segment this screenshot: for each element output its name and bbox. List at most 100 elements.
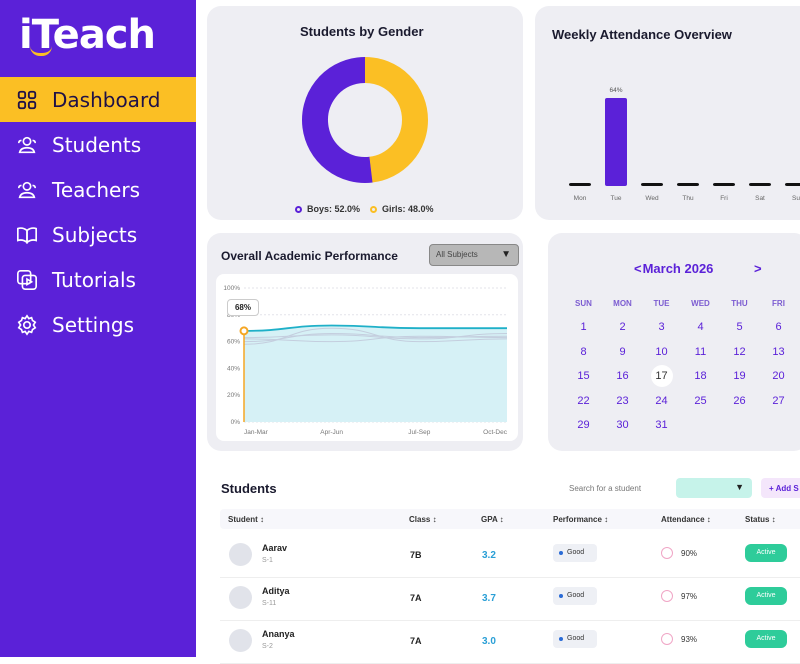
sidebar-item-label: Tutorials: [52, 267, 136, 292]
subject-filter-value: All Subjects: [436, 250, 478, 259]
attendance-bar: [713, 183, 735, 186]
attendance-ring-icon: [661, 590, 673, 602]
calendar-day[interactable]: 27: [772, 394, 785, 407]
perf-area-fill: [244, 325, 507, 422]
perf-main-series-line: [243, 324, 507, 332]
student-search-input[interactable]: Search for a student: [569, 484, 642, 493]
attendance-value: 90%: [681, 549, 698, 558]
calendar-day[interactable]: 13: [772, 345, 785, 358]
gender-card: Students by Gender Boys: 52.0% Girls: 48…: [207, 6, 523, 220]
calendar-weekday: THU: [731, 299, 748, 308]
sidebar-nav: Dashboard Students Teachers Subjects Tut…: [0, 77, 196, 347]
avatar: [229, 543, 252, 566]
attendance-tick-label: Sat: [755, 195, 765, 202]
sidebar-item-teachers[interactable]: Teachers: [0, 167, 196, 212]
student-gpa: 3.7: [482, 593, 496, 604]
attendance-title: Weekly Attendance Overview: [552, 27, 732, 42]
student-gpa: 3.0: [482, 636, 496, 647]
attendance-ring-icon: [661, 547, 673, 559]
calendar-weekday: FRI: [772, 299, 785, 308]
performance-plot-area: 0%20%40%60%80%100%Jan-MarApr-JunJul-SepO…: [216, 274, 518, 441]
main-content: Students by Gender Boys: 52.0% Girls: 48…: [196, 0, 800, 664]
performance-badge: Good: [553, 544, 597, 562]
perf-y-tick: 100%: [223, 285, 240, 292]
gender-legend-girls: Girls: 48.0%: [370, 204, 434, 214]
performance-line-chart: 0%20%40%60%80%100%Jan-MarApr-JunJul-SepO…: [223, 285, 508, 436]
column-header-gpa[interactable]: GPA ↕: [481, 515, 504, 524]
student-name: Ananya: [262, 629, 295, 639]
table-row[interactable]: Ananya S-2 7A 3.0 Good 93% Active: [220, 621, 800, 664]
table-row[interactable]: Aditya S-11 7A 3.7 Good 97% Active: [220, 578, 800, 621]
gear-icon: [17, 313, 37, 336]
calendar-day[interactable]: 18: [694, 370, 707, 382]
column-header-attendance[interactable]: Attendance ↕: [661, 515, 711, 524]
attendance-tick-label: Su: [792, 195, 800, 202]
column-header-performance[interactable]: Performance ↕: [553, 515, 609, 524]
sidebar-item-label: Students: [52, 132, 142, 157]
girls-dot-icon: [370, 205, 377, 213]
perf-marker-point[interactable]: [239, 326, 249, 336]
calendar-day[interactable]: 1: [580, 321, 587, 333]
students-title: Students: [221, 481, 277, 496]
calendar-day[interactable]: 26: [733, 394, 746, 407]
student-name: Aarav: [262, 543, 288, 553]
calendar-day[interactable]: 10: [655, 345, 668, 358]
logo-smile-icon: [30, 46, 52, 56]
calendar-day[interactable]: 16: [616, 370, 629, 382]
sidebar: iTeach Dashboard Students Teachers Subje…: [0, 0, 196, 657]
video-icon: [17, 269, 37, 290]
attendance-card: Weekly Attendance Overview Mon Tue 64% Wed T…: [535, 6, 800, 220]
calendar-day[interactable]: 5: [736, 321, 743, 333]
calendar-day[interactable]: 20: [772, 370, 785, 382]
calendar-day[interactable]: 24: [655, 394, 668, 407]
table-row[interactable]: Aarav S-1 7B 3.2 Good 90% Active: [220, 535, 800, 578]
perf-y-tick: 0%: [231, 419, 241, 426]
student-filter-select[interactable]: ▼: [676, 478, 752, 498]
calendar-day[interactable]: 23: [616, 394, 629, 407]
student-name: Aditya: [262, 586, 290, 596]
column-header-class[interactable]: Class ↕: [409, 515, 437, 524]
users-icon: [17, 136, 37, 153]
sidebar-item-subjects[interactable]: Subjects: [0, 212, 196, 257]
calendar-day[interactable]: 11: [694, 345, 707, 358]
attendance-bar: [569, 183, 591, 186]
calendar-day[interactable]: 30: [616, 419, 629, 431]
calendar-day[interactable]: 8: [580, 345, 587, 358]
sidebar-item-tutorials[interactable]: Tutorials: [0, 257, 196, 302]
column-header-status[interactable]: Status ↕: [745, 515, 776, 524]
calendar-day[interactable]: 9: [619, 345, 626, 358]
perf-x-tick: Oct-Dec: [483, 429, 508, 436]
column-header-student[interactable]: Student ↕: [228, 515, 264, 524]
performance-badge: Good: [553, 630, 597, 648]
calendar-next-button[interactable]: >: [754, 261, 762, 276]
subject-filter-select[interactable]: All Subjects ▼: [429, 244, 519, 266]
calendar-day[interactable]: 12: [733, 345, 746, 358]
sidebar-item-dashboard[interactable]: Dashboard: [0, 77, 196, 122]
calendar-day[interactable]: 6: [775, 321, 782, 333]
calendar-day-today[interactable]: 17: [642, 364, 681, 389]
performance-tooltip: 68%: [227, 299, 259, 316]
calendar-day[interactable]: 29: [577, 419, 590, 431]
calendar-day[interactable]: 19: [733, 370, 746, 382]
sidebar-item-settings[interactable]: Settings: [0, 302, 196, 347]
attendance-bar: [749, 183, 771, 186]
sidebar-item-label: Dashboard: [52, 87, 161, 112]
calendar-day[interactable]: 22: [577, 394, 590, 407]
sidebar-item-label: Settings: [52, 312, 135, 337]
sidebar-item-students[interactable]: Students: [0, 122, 196, 167]
book-icon: [17, 226, 37, 244]
calendar-day[interactable]: 25: [694, 394, 707, 407]
calendar-prev-button[interactable]: <: [634, 261, 642, 276]
attendance-bar-chart: Mon Tue 64% Wed Thu Fri Sat Su: [569, 87, 800, 202]
boys-label: Boys: 52.0%: [307, 204, 361, 214]
calendar-day[interactable]: 4: [697, 321, 704, 333]
calendar-day[interactable]: 2: [619, 321, 626, 333]
performance-card: Overall Academic Performance All Subject…: [207, 233, 523, 451]
add-student-button[interactable]: + Add S: [761, 478, 800, 498]
attendance-tick-label: Thu: [682, 195, 694, 202]
girls-label: Girls: 48.0%: [382, 204, 434, 214]
calendar-day[interactable]: 3: [658, 321, 665, 333]
calendar-day[interactable]: 15: [577, 370, 590, 382]
users-icon: [17, 181, 37, 198]
calendar-day[interactable]: 31: [655, 419, 668, 431]
